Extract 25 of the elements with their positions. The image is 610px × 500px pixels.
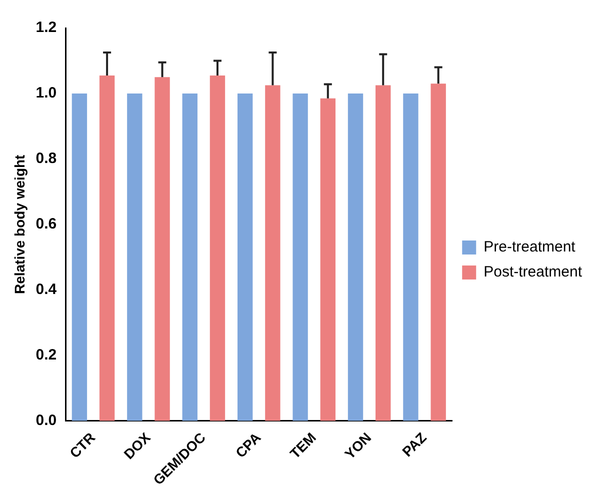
bar — [154, 77, 170, 421]
bar — [292, 93, 308, 421]
y-tick-label: 1.2 — [36, 19, 57, 36]
bar — [237, 93, 253, 421]
bar — [320, 98, 336, 421]
y-tick-label: 0.4 — [36, 281, 58, 298]
y-tick-label: 1.0 — [36, 84, 57, 102]
bar — [403, 93, 418, 421]
x-tick-label: CPA — [232, 429, 264, 461]
bar — [127, 93, 142, 421]
y-tick-label: 0.8 — [36, 150, 57, 168]
y-tick-label: 0.0 — [36, 412, 57, 429]
legend-label: Pre-treatment — [484, 238, 576, 256]
legend-label: Post-treatment — [484, 264, 583, 281]
bar — [210, 75, 226, 421]
y-axis-title: Relative body weight — [11, 154, 28, 294]
bar — [348, 93, 364, 421]
bar — [430, 84, 446, 421]
bar — [182, 93, 198, 421]
bar — [99, 75, 115, 421]
y-tick-label: 0.2 — [36, 346, 57, 364]
y-tick-label: 0.6 — [36, 216, 57, 233]
bar — [72, 93, 88, 421]
bar — [265, 85, 280, 421]
bar — [376, 85, 391, 421]
